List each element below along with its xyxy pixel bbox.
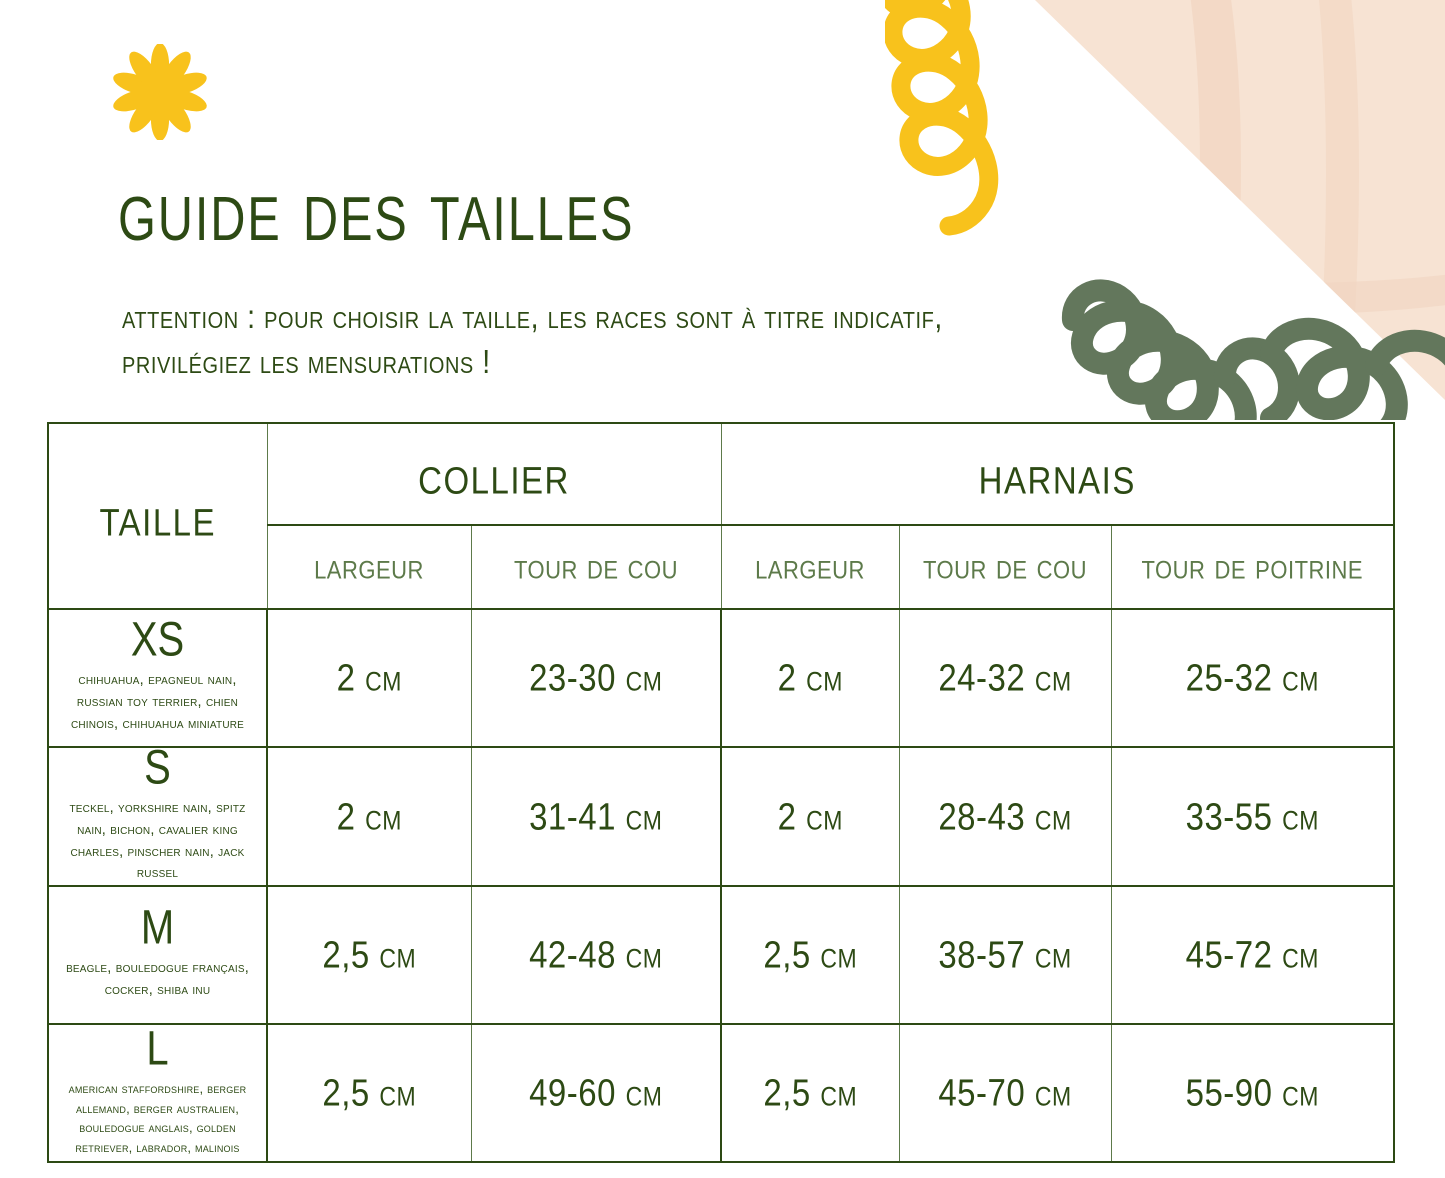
subheader-collier-largeur: Largeur	[266, 524, 472, 610]
cell-size: L American Staffordshire, Berger alleman…	[47, 1022, 268, 1163]
value-harnais-tour-de-poitrine: 25-32 cm	[1185, 656, 1319, 699]
green-spiral-ribbon	[1062, 279, 1445, 420]
cell-harnais-largeur: 2,5 cm	[720, 1023, 900, 1163]
subheader-harnais-tour-de-cou-label: Tour de cou	[922, 546, 1088, 587]
header-taille: Taille	[47, 422, 268, 609]
cell-collier-tour-de-cou: 42-48 cm	[470, 885, 722, 1025]
value-harnais-tour-de-poitrine: 45-72 cm	[1185, 933, 1319, 976]
page-subtitle: Attention : Pour choisir la taille, les …	[122, 299, 943, 382]
header-harnais: Harnais	[720, 422, 1395, 526]
subheader-harnais-tour-de-cou: Tour de cou	[898, 524, 1112, 610]
value-harnais-largeur: 2 cm	[777, 794, 843, 838]
value-harnais-tour-de-cou: 38-57 cm	[938, 933, 1072, 976]
value-harnais-largeur: 2,5 cm	[763, 1071, 858, 1114]
header-taille-label: Taille	[99, 485, 217, 547]
size-letter: L	[146, 1022, 169, 1076]
value-collier-tour-de-cou: 49-60 cm	[529, 1071, 663, 1114]
cell-harnais-tour-de-cou: 45-70 cm	[898, 1023, 1112, 1163]
value-collier-tour-de-cou: 23-30 cm	[529, 656, 663, 699]
value-harnais-largeur: 2 cm	[777, 656, 843, 699]
size-letter: M	[140, 901, 175, 955]
table-sub-header-row: Largeur Tour de cou Largeur Tour de cou …	[48, 524, 1395, 610]
cell-collier-tour-de-cou: 49-60 cm	[470, 1023, 722, 1163]
value-collier-largeur: 2,5 cm	[322, 1071, 417, 1114]
header-harnais-label: Harnais	[978, 443, 1136, 505]
value-harnais-tour-de-poitrine: 33-55 cm	[1185, 794, 1319, 838]
cell-harnais-tour-de-cou: 38-57 cm	[898, 885, 1112, 1025]
cell-collier-largeur: 2 cm	[266, 746, 472, 887]
cell-collier-largeur: 2 cm	[266, 608, 472, 748]
subheader-collier-tour-de-cou: Tour de cou	[470, 524, 722, 610]
cell-size: S Teckel, Yorkshire nain, Spitz nain, Bi…	[47, 741, 268, 887]
size-letter: XS	[130, 613, 185, 667]
table-row: S Teckel, Yorkshire nain, Spitz nain, Bi…	[47, 741, 1395, 887]
size-letter: S	[144, 741, 171, 795]
cell-collier-tour-de-cou: 23-30 cm	[470, 608, 722, 748]
size-guide-table: Taille Collier Harnais Largeur Tour de c…	[47, 422, 1396, 1163]
subheader-harnais-tour-de-poitrine: Tour de Poitrine	[1110, 524, 1395, 610]
value-collier-tour-de-cou: 31-41 cm	[529, 794, 663, 838]
size-table-wrapper: Taille Collier Harnais Largeur Tour de c…	[47, 422, 1396, 1163]
breed-list: Chihuahua, Epagneul nain, Russian Toy Te…	[70, 672, 245, 732]
cell-size: XS Chihuahua, Epagneul nain, Russian Toy…	[47, 608, 268, 748]
subheader-harnais-largeur: Largeur	[720, 524, 900, 610]
cell-collier-tour-de-cou: 31-41 cm	[470, 746, 722, 887]
value-harnais-tour-de-cou: 28-43 cm	[938, 794, 1072, 838]
header-collier: Collier	[266, 422, 722, 526]
value-harnais-tour-de-cou: 45-70 cm	[938, 1071, 1072, 1114]
breed-list: Teckel, Yorkshire nain, Spitz nain, Bich…	[69, 800, 246, 882]
starburst-icon	[108, 44, 212, 140]
cell-harnais-tour-de-cou: 24-32 cm	[898, 608, 1112, 748]
cell-harnais-tour-de-poitrine: 45-72 cm	[1110, 885, 1395, 1025]
beige-diagonal-shape	[1035, 0, 1445, 400]
cell-harnais-largeur: 2,5 cm	[720, 885, 900, 1025]
cell-collier-largeur: 2,5 cm	[266, 1023, 472, 1163]
cell-collier-largeur: 2,5 cm	[266, 885, 472, 1025]
value-collier-largeur: 2,5 cm	[322, 933, 417, 976]
value-harnais-tour-de-cou: 24-32 cm	[938, 656, 1072, 699]
breed-list: American Staffordshire, Berger allemand,…	[68, 1081, 247, 1155]
value-harnais-largeur: 2,5 cm	[763, 933, 858, 976]
table-group-header-row: Taille Collier Harnais	[47, 422, 1395, 609]
header-collier-label: Collier	[418, 443, 570, 505]
value-collier-largeur: 2 cm	[336, 794, 402, 838]
value-collier-tour-de-cou: 42-48 cm	[529, 933, 663, 976]
subheader-harnais-tour-de-poitrine-label: Tour de Poitrine	[1141, 546, 1364, 587]
cell-harnais-tour-de-poitrine: 33-55 cm	[1110, 746, 1395, 887]
subheader-harnais-largeur-label: Largeur	[755, 546, 865, 587]
subheader-collier-tour-de-cou-label: Tour de cou	[513, 546, 679, 587]
cell-harnais-largeur: 2 cm	[720, 608, 900, 748]
cell-harnais-largeur: 2 cm	[720, 746, 900, 887]
cell-harnais-tour-de-poitrine: 55-90 cm	[1110, 1023, 1395, 1163]
table-row: L American Staffordshire, Berger alleman…	[47, 1022, 1395, 1163]
value-harnais-tour-de-poitrine: 55-90 cm	[1185, 1071, 1319, 1114]
cell-harnais-tour-de-poitrine: 25-32 cm	[1110, 608, 1395, 748]
table-row: M Beagle, Bouledogue français, Cocker, S…	[47, 885, 1395, 1025]
breed-list: Beagle, Bouledogue français, Cocker, Shi…	[66, 960, 249, 998]
table-row: XS Chihuahua, Epagneul nain, Russian Toy…	[47, 608, 1395, 748]
page-title: Guide des Tailles	[118, 159, 635, 261]
yellow-spiral-ribbon	[885, 0, 999, 236]
cell-harnais-tour-de-cou: 28-43 cm	[898, 746, 1112, 887]
cell-size: M Beagle, Bouledogue français, Cocker, S…	[47, 885, 268, 1025]
subheader-collier-largeur-label: Largeur	[314, 546, 424, 587]
value-collier-largeur: 2 cm	[336, 656, 402, 699]
